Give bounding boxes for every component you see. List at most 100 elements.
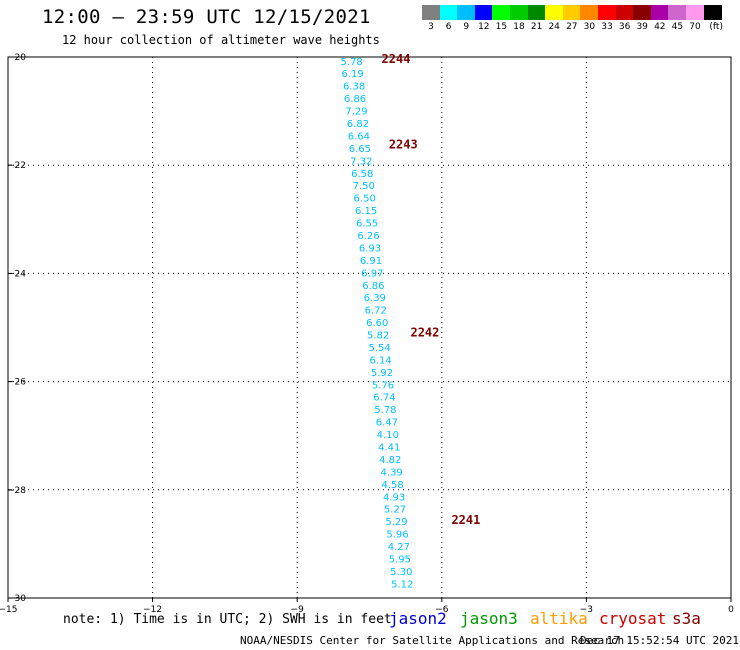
wave-height-value: 6.26 <box>357 231 379 242</box>
color-bin-label: 27 <box>566 22 578 32</box>
x-tick-label: −6 <box>435 605 449 615</box>
color-bin-13 <box>650 5 669 20</box>
color-bin-label: 30 <box>583 22 596 32</box>
wave-height-value: 5.78 <box>341 57 363 68</box>
wave-height-value: 6.97 <box>361 268 383 279</box>
color-bin-label: 9 <box>463 22 470 32</box>
wave-height-value: 6.65 <box>349 144 371 155</box>
wave-height-value: 6.50 <box>354 194 376 205</box>
chart-title: 12:00 — 23:59 UTC 12/15/2021 <box>42 6 371 28</box>
wave-height-value: 6.47 <box>376 418 398 429</box>
x-tick-label: −15 <box>0 605 18 615</box>
color-bin-16 <box>703 5 722 20</box>
wave-height-value: 5.82 <box>367 331 389 342</box>
satellite-jason3: jason3 <box>460 609 518 628</box>
color-scale-unit: (ft) <box>709 22 723 32</box>
color-bin-label: 42 <box>654 22 666 32</box>
x-tick-label: −12 <box>143 605 162 615</box>
wave-height-value: 6.60 <box>366 318 388 329</box>
wave-height-value: 5.29 <box>385 517 407 528</box>
wave-height-value: 6.82 <box>347 119 369 130</box>
y-tick-label: −20 <box>7 53 26 63</box>
wave-height-value: 6.74 <box>373 393 395 404</box>
y-tick-label: −28 <box>7 486 26 496</box>
color-bin-3 <box>474 5 493 20</box>
color-bin-4 <box>492 5 511 20</box>
wave-height-value: 5.12 <box>391 579 413 590</box>
x-tick-label: −3 <box>580 605 593 615</box>
wave-height-value: 6.91 <box>360 256 382 267</box>
color-bin-label: 18 <box>513 22 525 32</box>
color-bin-8 <box>562 5 581 20</box>
color-bin-11 <box>615 5 634 20</box>
wave-height-value: 4.82 <box>379 455 401 466</box>
pass-time-label: 2242 <box>410 325 439 339</box>
wave-height-value: 5.95 <box>389 555 411 566</box>
generation-timestamp: Dec 17 15:52:54 UTC 2021 <box>580 634 739 647</box>
y-tick-label: −24 <box>7 269 26 279</box>
wave-height-value: 5.92 <box>371 368 393 379</box>
satellite-cryosat: cryosat <box>599 609 667 628</box>
color-bin-9 <box>580 5 599 20</box>
wave-height-value: 5.96 <box>386 530 408 541</box>
x-tick-label: −9 <box>291 605 305 615</box>
wave-height-value: 4.93 <box>383 492 405 503</box>
y-tick-label: −26 <box>7 378 26 388</box>
y-tick-label: −22 <box>7 161 26 171</box>
pass-time-label: 2243 <box>389 138 418 152</box>
color-bin-label: 70 <box>689 22 701 32</box>
wave-height-value: 6.64 <box>348 131 370 142</box>
wave-height-value: 5.76 <box>372 380 394 391</box>
color-bin-label: 12 <box>478 22 490 32</box>
x-tick-label: 0 <box>728 605 734 615</box>
color-bin-label: 21 <box>530 22 543 32</box>
wave-height-value: 6.86 <box>344 94 366 105</box>
wave-height-value: 6.39 <box>364 293 386 304</box>
pass-time-label: 2244 <box>382 52 411 66</box>
wave-height-value: 5.78 <box>374 405 396 416</box>
wave-height-value: 7.29 <box>345 107 367 118</box>
wave-height-value: 4.10 <box>377 430 399 441</box>
pass-time-label: 2241 <box>451 513 480 527</box>
color-bin-5 <box>510 5 529 20</box>
color-bin-label: 36 <box>618 22 631 32</box>
credit-line: NOAA/NESDIS Center for Satellite Applica… <box>240 634 625 647</box>
color-bin-6 <box>527 5 546 20</box>
plot-frame <box>7 56 732 599</box>
color-bin-2 <box>457 5 476 20</box>
color-bin-label: 24 <box>548 22 560 32</box>
color-bin-15 <box>686 5 705 20</box>
wave-height-value: 4.41 <box>378 443 400 454</box>
wave-height-value: 7.32 <box>350 156 372 167</box>
color-bin-14 <box>668 5 687 20</box>
wave-height-value: 5.54 <box>368 343 390 354</box>
y-tick-label: −30 <box>7 594 26 604</box>
color-bin-7 <box>545 5 564 20</box>
color-bin-label: 39 <box>636 22 648 32</box>
wave-height-value: 6.19 <box>341 69 363 80</box>
wave-height-value: 6.55 <box>356 219 378 230</box>
wave-height-value: 7.50 <box>353 181 375 192</box>
color-bin-label: 3 <box>428 22 434 32</box>
wave-height-value: 4.39 <box>381 467 403 478</box>
wave-height-value: 5.30 <box>390 567 412 578</box>
wave-height-value: 6.15 <box>355 206 377 217</box>
wave-height-value: 6.14 <box>369 355 391 366</box>
color-bin-0 <box>422 5 441 20</box>
color-bin-1 <box>439 5 458 20</box>
color-bin-label: 45 <box>671 22 684 32</box>
satellite-s3a: s3a <box>672 609 701 628</box>
plot-area: −15 −12 −9 −6 −3 0−20−22−24−26−28−305.786.196… <box>0 52 734 615</box>
color-bin-label: 15 <box>495 22 508 32</box>
wave-height-value: 5.27 <box>384 505 406 516</box>
chart-subtitle: 12 hour collection of altimeter wave hei… <box>62 33 380 47</box>
satellite-jason2: jason2 <box>389 609 447 628</box>
wave-height-value: 4.58 <box>382 480 404 491</box>
wave-height-value: 6.38 <box>343 82 365 93</box>
color-bin-label: 33 <box>601 22 613 32</box>
wave-height-value: 6.93 <box>359 243 381 254</box>
color-bin-10 <box>598 5 617 20</box>
satellite-altika: altika <box>530 609 588 628</box>
color-bin-label: 6 <box>445 22 452 32</box>
